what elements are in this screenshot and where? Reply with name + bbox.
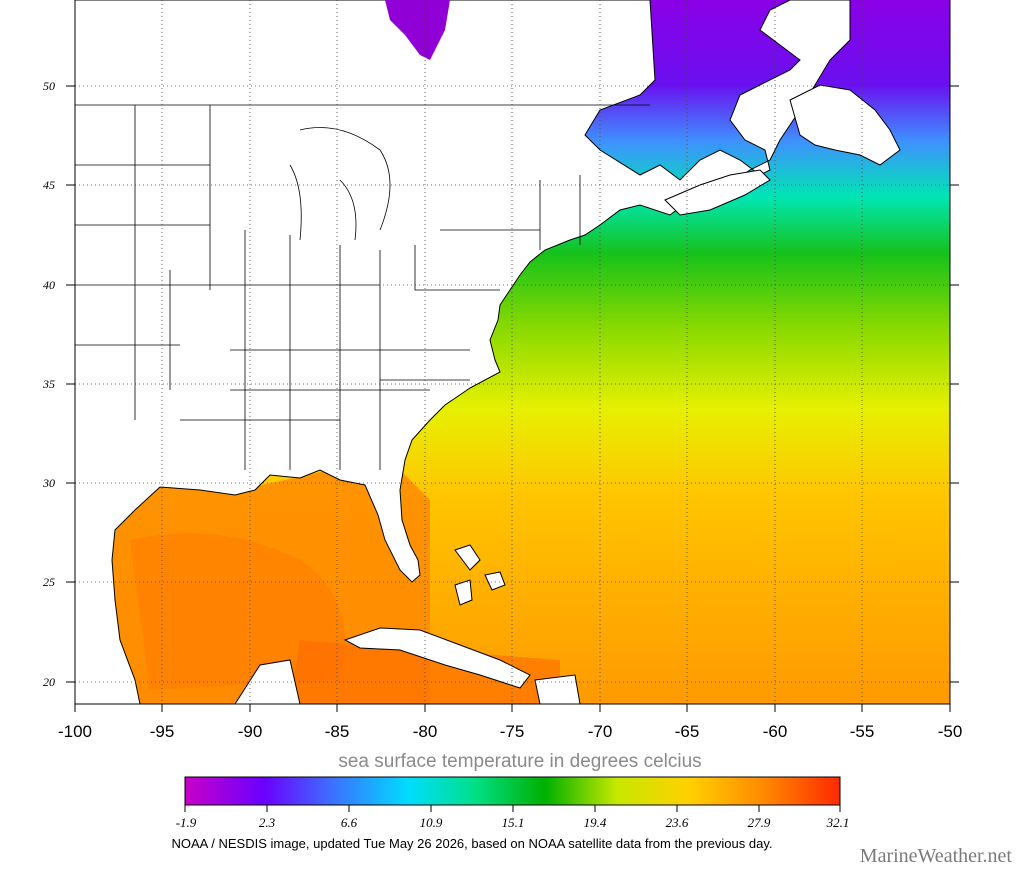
lon-label: -55 — [850, 722, 875, 741]
colorbar — [184, 776, 841, 806]
colorbar-tick-label: 19.4 — [583, 815, 607, 830]
colorbar-ticks — [184, 805, 841, 812]
lon-label: -100 — [58, 722, 92, 741]
lat-label: 45 — [43, 178, 55, 192]
lon-label: -85 — [325, 722, 350, 741]
lon-label: -90 — [238, 722, 263, 741]
colorbar-tick-label: 23.6 — [665, 815, 689, 830]
colorbar-tick-label: -1.9 — [175, 815, 197, 830]
colorbar-tick-label: 6.6 — [340, 815, 358, 830]
lon-label: -70 — [588, 722, 613, 741]
lon-label: -95 — [150, 722, 175, 741]
colorbar-tick-label: 2.3 — [258, 815, 276, 830]
land-masses — [74, 0, 901, 705]
data-credit: NOAA / NESDIS image, updated Tue May 26 … — [171, 836, 773, 851]
lat-label: 35 — [42, 377, 55, 391]
lon-label: -60 — [763, 722, 788, 741]
colorbar-tick-label: 27.9 — [747, 815, 771, 830]
colorbar-tick-label: 15.1 — [501, 815, 525, 830]
colorbar-tick-label: 32.1 — [826, 815, 850, 830]
graticule — [75, 0, 950, 704]
colorbar-caption: sea surface temperature in degrees celci… — [338, 751, 702, 772]
lat-label: 50 — [43, 79, 55, 93]
lat-label: 40 — [43, 278, 55, 292]
axis-ticks — [66, 85, 959, 712]
brand-watermark: MarineWeather.net — [859, 845, 1012, 867]
colorbar-tick-label: 10.9 — [419, 815, 443, 830]
colorbar-tick-labels: -1.9 2.3 6.6 10.9 15.1 19.4 23.6 27.9 32… — [0, 815, 1024, 835]
lon-label: -80 — [413, 722, 438, 741]
lat-label: 25 — [43, 575, 55, 589]
longitude-labels: -100 -95 -90 -85 -80 -75 -70 -65 -60 -55… — [58, 722, 962, 741]
latitude-labels: 50 45 40 35 30 25 20 — [42, 79, 55, 689]
lon-label: -65 — [675, 722, 700, 741]
lat-label: 30 — [42, 476, 55, 490]
lon-label: -50 — [938, 722, 963, 741]
lat-label: 20 — [43, 675, 55, 689]
lon-label: -75 — [500, 722, 525, 741]
